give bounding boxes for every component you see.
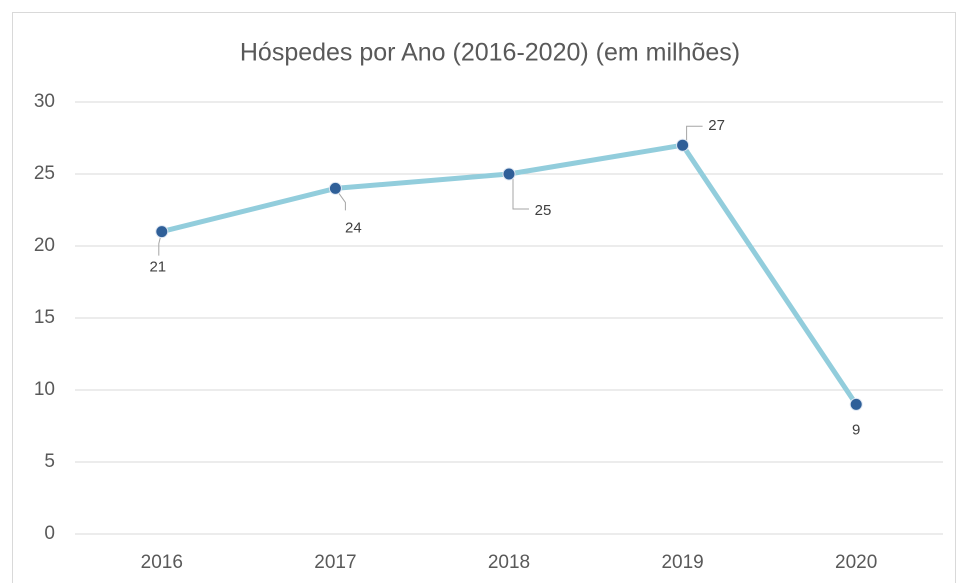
chart-border <box>12 12 956 583</box>
x-tick-label: 2016 <box>141 552 183 573</box>
marker <box>155 225 169 239</box>
y-tick-label: 15 <box>34 307 55 328</box>
marker <box>502 167 516 181</box>
y-tick-label: 20 <box>34 235 55 256</box>
x-tick-label: 2020 <box>835 552 877 573</box>
x-tick-label: 2019 <box>661 552 703 573</box>
x-tick-label: 2018 <box>488 552 530 573</box>
y-tick-label: 10 <box>34 379 55 400</box>
y-tick-label: 30 <box>34 91 55 112</box>
y-tick-label: 0 <box>44 523 55 544</box>
x-tick-label: 2017 <box>314 552 356 573</box>
data-label: 27 <box>708 117 725 134</box>
marker <box>676 138 690 152</box>
data-label: 9 <box>852 421 860 438</box>
data-label: 25 <box>535 202 552 219</box>
marker <box>849 397 863 411</box>
y-tick-label: 25 <box>34 163 55 184</box>
data-label: 24 <box>345 219 362 236</box>
data-label: 21 <box>149 259 166 276</box>
marker <box>328 181 342 195</box>
y-tick-label: 5 <box>44 451 55 472</box>
chart-title: Hóspedes por Ano (2016-2020) (em milhões… <box>240 39 740 67</box>
